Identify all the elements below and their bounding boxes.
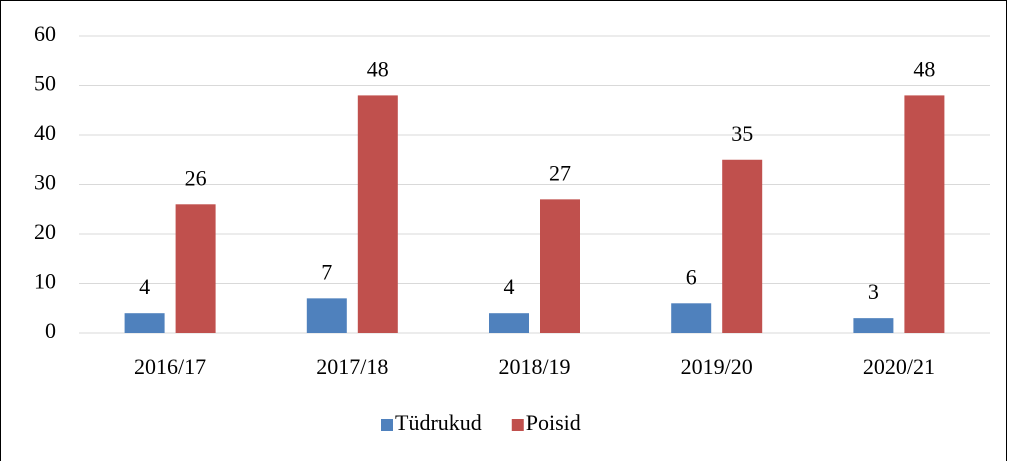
legend-swatch [511, 419, 524, 431]
value-label: 27 [549, 160, 571, 185]
y-tick-label: 30 [34, 170, 56, 195]
y-tick-label: 60 [34, 21, 56, 46]
x-tick-label: 2020/21 [863, 354, 935, 379]
bar [904, 95, 945, 334]
value-label: 35 [731, 121, 753, 146]
bar [853, 318, 894, 333]
legend-swatch [381, 419, 393, 431]
y-tick-label: 50 [34, 71, 56, 96]
x-tick-label: 2017/18 [316, 354, 388, 379]
value-label: 4 [139, 274, 150, 299]
bar [357, 95, 398, 334]
value-label: 7 [321, 259, 332, 284]
value-label: 6 [686, 264, 697, 289]
bar [489, 313, 529, 333]
bar [671, 303, 712, 333]
bar [175, 204, 216, 333]
bar [124, 313, 165, 333]
y-tick-label: 20 [34, 219, 56, 244]
value-label: 3 [868, 279, 879, 304]
value-label: 26 [185, 165, 207, 190]
value-label: 4 [504, 274, 515, 299]
y-tick-label: 10 [34, 269, 56, 294]
legend-label: Poisid [526, 410, 581, 435]
y-tick-label: 40 [34, 120, 56, 145]
x-tick-label: 2016/17 [134, 354, 206, 379]
value-label: 48 [913, 56, 935, 81]
bar [306, 298, 347, 333]
y-tick-label: 0 [45, 318, 56, 343]
value-label: 48 [367, 56, 389, 81]
x-tick-label: 2019/20 [681, 354, 753, 379]
x-tick-label: 2018/19 [498, 354, 570, 379]
legend-label: Tüdrukud [395, 410, 482, 435]
bar [722, 159, 763, 333]
bar [540, 199, 580, 333]
